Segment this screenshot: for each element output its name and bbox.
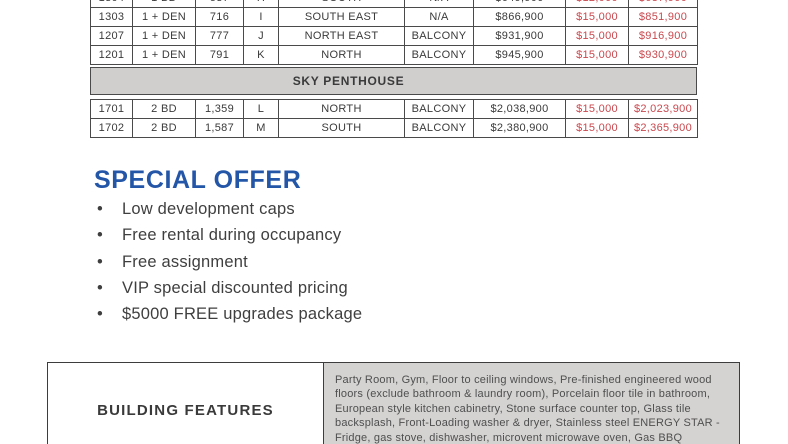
cell-type: 2 BD	[132, 118, 196, 138]
cell-price: $2,038,900	[473, 99, 566, 119]
cell-net-price: $930,900	[628, 45, 698, 65]
pricing-table-upper-body: 1304 1 BD 537 H SOUTH N/A $649,900 $12,0…	[90, 0, 698, 65]
cell-discount: $15,000	[565, 118, 629, 138]
cell-suite: 1201	[90, 45, 133, 65]
cell-price: $945,900	[473, 45, 566, 65]
cell-price: $931,900	[473, 26, 566, 46]
cell-net-price: $851,900	[628, 7, 698, 27]
cell-discount: $15,000	[565, 45, 629, 65]
cell-price: $866,900	[473, 7, 566, 27]
cell-suite: 1207	[90, 26, 133, 46]
offer-bullet-item: Free rental during occupancy	[95, 222, 362, 249]
cell-exposure: SOUTH	[278, 0, 405, 8]
cell-outdoor: BALCONY	[404, 26, 474, 46]
special-offer-list: Low development caps Free rental during …	[95, 196, 362, 328]
cell-outdoor: BALCONY	[404, 99, 474, 119]
table-row: 1201 1 + DEN 791 K NORTH BALCONY $945,90…	[90, 45, 698, 65]
cell-model: H	[243, 0, 279, 8]
cell-type: 1 + DEN	[132, 7, 196, 27]
building-features-description: Party Room, Gym, Floor to ceiling window…	[324, 363, 739, 444]
table-row: 1701 2 BD 1,359 L NORTH BALCONY $2,038,9…	[90, 99, 698, 119]
cell-outdoor: N/A	[404, 7, 474, 27]
cell-exposure: SOUTH EAST	[278, 7, 405, 27]
cell-type: 1 BD	[132, 0, 196, 8]
cell-sqft: 1,359	[195, 99, 244, 119]
table-row: 1702 2 BD 1,587 M SOUTH BALCONY $2,380,9…	[90, 118, 698, 138]
offer-bullet-item: VIP special discounted pricing	[95, 275, 362, 302]
cell-discount: $12,000	[565, 0, 629, 8]
cell-discount: $15,000	[565, 26, 629, 46]
offer-bullet-item: Free assignment	[95, 249, 362, 276]
cell-suite: 1701	[90, 99, 133, 119]
building-features-label-cell: BUILDING FEATURES	[48, 363, 324, 444]
cell-sqft: 777	[195, 26, 244, 46]
cell-sqft: 537	[195, 0, 244, 8]
table-row: 1304 1 BD 537 H SOUTH N/A $649,900 $12,0…	[90, 0, 698, 8]
offer-bullet-item: Low development caps	[95, 196, 362, 223]
cell-model: J	[243, 26, 279, 46]
cell-discount: $15,000	[565, 99, 629, 119]
cell-type: 1 + DEN	[132, 26, 196, 46]
pricing-table-upper: 1304 1 BD 537 H SOUTH N/A $649,900 $12,0…	[90, 0, 698, 65]
cell-model: M	[243, 118, 279, 138]
section-band-label: SKY PENTHOUSE	[292, 74, 405, 88]
cell-outdoor: BALCONY	[404, 118, 474, 138]
cell-suite: 1304	[90, 0, 133, 8]
cell-sqft: 791	[195, 45, 244, 65]
cell-model: K	[243, 45, 279, 65]
cell-sqft: 716	[195, 7, 244, 27]
pricing-table-lower: 1701 2 BD 1,359 L NORTH BALCONY $2,038,9…	[90, 99, 698, 138]
cell-exposure: SOUTH	[278, 118, 405, 138]
special-offer-heading: SPECIAL OFFER	[94, 166, 302, 194]
offer-bullet-item: $5000 FREE upgrades package	[95, 301, 362, 328]
cell-price: $2,380,900	[473, 118, 566, 138]
cell-net-price: $2,023,900	[628, 99, 698, 119]
building-features-box: BUILDING FEATURES Party Room, Gym, Floor…	[47, 362, 740, 444]
cell-outdoor: BALCONY	[404, 45, 474, 65]
cell-exposure: NORTH	[278, 45, 405, 65]
table-row: 1303 1 + DEN 716 I SOUTH EAST N/A $866,9…	[90, 7, 698, 27]
cell-model: I	[243, 7, 279, 27]
table-row: 1207 1 + DEN 777 J NORTH EAST BALCONY $9…	[90, 26, 698, 46]
pricing-table-lower-body: 1701 2 BD 1,359 L NORTH BALCONY $2,038,9…	[90, 99, 698, 138]
cell-type: 2 BD	[132, 99, 196, 119]
building-features-label: BUILDING FEATURES	[97, 401, 274, 419]
cell-discount: $15,000	[565, 7, 629, 27]
cell-exposure: NORTH EAST	[278, 26, 405, 46]
cell-exposure: NORTH	[278, 99, 405, 119]
cell-net-price: $2,365,900	[628, 118, 698, 138]
section-band-sky-penthouse: SKY PENTHOUSE	[90, 67, 697, 95]
cell-outdoor: N/A	[404, 0, 474, 8]
cell-suite: 1303	[90, 7, 133, 27]
cell-sqft: 1,587	[195, 118, 244, 138]
cell-model: L	[243, 99, 279, 119]
cell-price: $649,900	[473, 0, 566, 8]
cell-net-price: $637,900	[628, 0, 698, 8]
cell-suite: 1702	[90, 118, 133, 138]
cell-type: 1 + DEN	[132, 45, 196, 65]
cell-net-price: $916,900	[628, 26, 698, 46]
